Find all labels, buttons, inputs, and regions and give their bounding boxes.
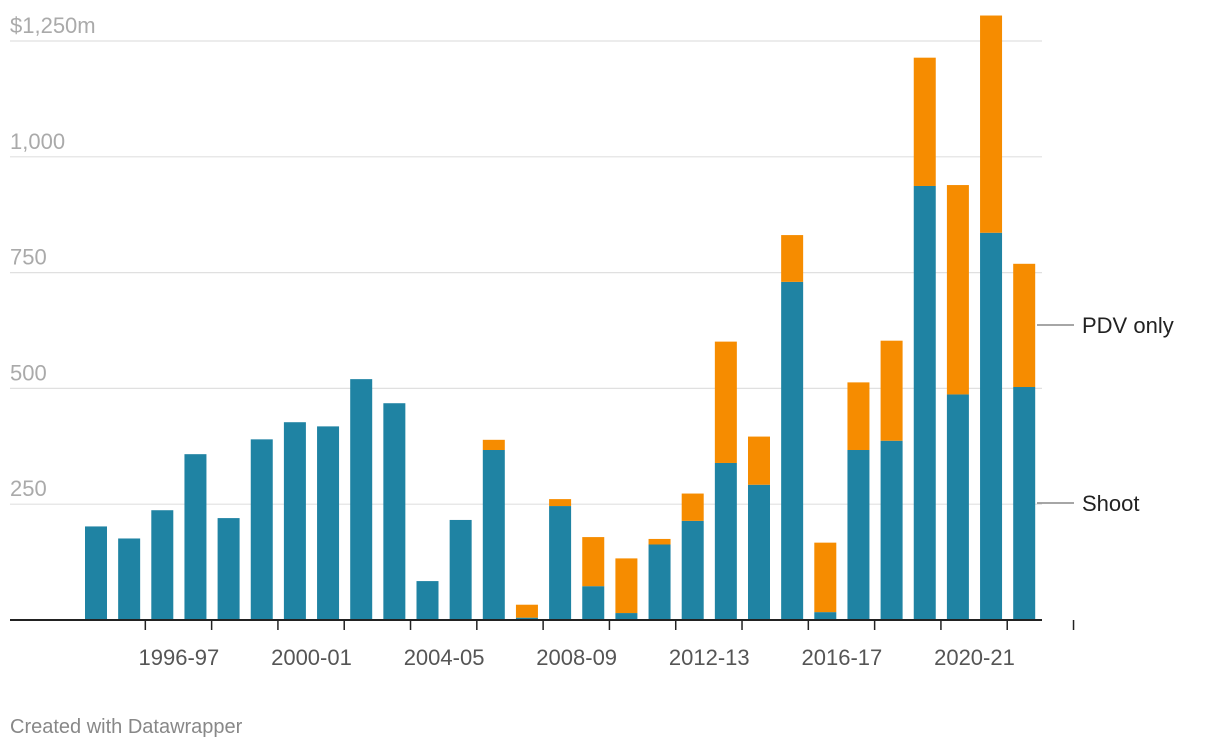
bar-pdv-only-2008-09	[549, 499, 572, 507]
legend-label-pdv-only: PDV only	[1082, 313, 1174, 338]
bar-pdv-only-2009-10	[582, 537, 605, 587]
bar-shoot-2006-07	[482, 450, 505, 620]
gridlines	[10, 40, 1042, 505]
bar-pdv-only-2015-16	[781, 235, 804, 282]
bar-pdv-only-2013-14	[714, 341, 737, 463]
bar-shoot-2011-12	[648, 544, 671, 620]
bar-shoot-1996-97	[151, 510, 174, 620]
bar-pdv-only-2022-23	[1013, 263, 1036, 388]
bar-pdv-only-2011-12	[648, 538, 671, 545]
bar-shoot-2001-02	[317, 426, 340, 620]
x-tick-label-2000-01: 2000-01	[271, 645, 352, 670]
legend: PDV only Shoot	[1037, 313, 1174, 516]
bar-shoot-2016-17	[814, 612, 837, 620]
bar-pdv-only-2016-17	[814, 542, 837, 613]
y-tick-label-4: 250	[10, 476, 47, 501]
x-tick-label-2016-17: 2016-17	[802, 645, 883, 670]
x-tick-label-1996-97: 1996-97	[139, 645, 220, 670]
bar-shoot-2010-11	[615, 613, 638, 620]
x-tick-label-2020-21: 2020-21	[934, 645, 1015, 670]
y-tick-label-3: 500	[10, 360, 47, 385]
bar-shoot-2014-15	[748, 484, 770, 620]
x-tick-label-2008-09: 2008-09	[536, 645, 617, 670]
y-tick-label-0: $1,250m	[10, 13, 96, 38]
footer-credit: Created with Datawrapper	[10, 716, 243, 738]
bar-shoot-2004-05	[416, 581, 439, 620]
bar-pdv-only-2012-13	[681, 493, 704, 521]
bars	[85, 15, 1036, 620]
legend-label-shoot: Shoot	[1082, 491, 1140, 516]
bar-shoot-2007-08	[515, 617, 538, 620]
bar-shoot-2017-18	[847, 450, 870, 620]
bar-pdv-only-2006-07	[482, 439, 505, 451]
x-tick-label-2012-13: 2012-13	[669, 645, 750, 670]
bar-pdv-only-2017-18	[847, 382, 870, 451]
bar-pdv-only-2007-08	[515, 604, 538, 618]
bar-pdv-only-2018-19	[880, 340, 903, 441]
bar-pdv-only-2019-20	[913, 57, 936, 186]
bar-shoot-2019-20	[913, 185, 936, 620]
bar-shoot-2013-14	[714, 462, 737, 620]
bar-pdv-only-2010-11	[615, 558, 638, 614]
bar-pdv-only-2020-21	[946, 185, 969, 395]
bar-shoot-2018-19	[880, 440, 903, 620]
bar-shoot-2012-13	[681, 520, 704, 620]
y-tick-label-2: 750	[10, 245, 47, 270]
bar-pdv-only-2021-22	[980, 15, 1003, 233]
bar-shoot-2015-16	[781, 281, 804, 620]
y-tick-label-1: 1,000	[10, 129, 65, 154]
bar-shoot-1994-95	[85, 526, 107, 620]
bar-shoot-1997-98	[184, 454, 207, 620]
bar-shoot-2002-03	[350, 379, 373, 620]
bar-shoot-2003-04	[383, 403, 406, 620]
bar-shoot-2021-22	[980, 232, 1003, 620]
bar-shoot-2009-10	[582, 586, 605, 620]
bar-shoot-2000-01	[283, 422, 306, 620]
bar-shoot-2008-09	[549, 506, 572, 620]
bar-shoot-1998-99	[217, 518, 240, 620]
x-tick-label-2004-05: 2004-05	[404, 645, 485, 670]
bar-shoot-2020-21	[946, 394, 969, 620]
y-axis-ticks: $1,250m 1,000 750 500 250	[10, 13, 96, 501]
bar-shoot-1999-00	[250, 439, 273, 620]
bar-shoot-2022-23	[1013, 387, 1036, 620]
x-axis: 1996-97 2000-01 2004-05 2008-09 2012-13 2016-…	[10, 619, 1075, 670]
bar-pdv-only-2014-15	[748, 436, 770, 485]
bar-shoot-2005-06	[449, 519, 472, 620]
bar-shoot-1995-96	[118, 538, 141, 620]
